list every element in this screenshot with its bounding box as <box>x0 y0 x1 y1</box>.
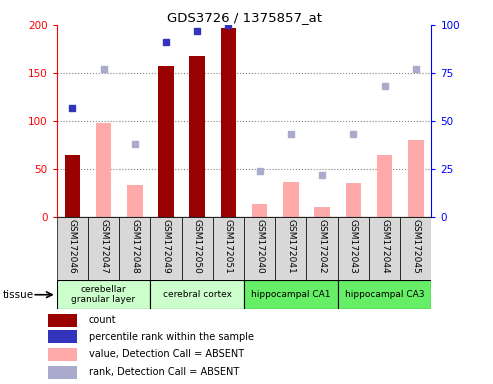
Bar <box>150 280 244 309</box>
Bar <box>377 155 392 217</box>
Bar <box>408 140 423 217</box>
Bar <box>283 182 299 217</box>
Text: GSM172040: GSM172040 <box>255 219 264 274</box>
Text: GSM172049: GSM172049 <box>162 219 171 274</box>
Text: tissue: tissue <box>2 290 34 300</box>
Bar <box>315 207 330 217</box>
Bar <box>48 314 77 327</box>
Text: hippocampal CA3: hippocampal CA3 <box>345 290 424 299</box>
Text: GSM172042: GSM172042 <box>317 219 326 273</box>
Bar <box>96 123 111 217</box>
Bar <box>189 56 205 217</box>
Text: GSM172050: GSM172050 <box>193 219 202 274</box>
Text: GSM172041: GSM172041 <box>286 219 295 274</box>
Bar <box>221 28 236 217</box>
Bar <box>244 280 338 309</box>
Bar <box>158 66 174 217</box>
Title: GDS3726 / 1375857_at: GDS3726 / 1375857_at <box>167 11 321 24</box>
Text: percentile rank within the sample: percentile rank within the sample <box>89 332 253 342</box>
Text: GSM172046: GSM172046 <box>68 219 77 274</box>
Bar <box>338 217 369 280</box>
Bar <box>119 217 150 280</box>
Text: GSM172047: GSM172047 <box>99 219 108 274</box>
Text: value, Detection Call = ABSENT: value, Detection Call = ABSENT <box>89 349 244 359</box>
Bar <box>307 217 338 280</box>
Bar <box>252 205 267 217</box>
Text: GSM172045: GSM172045 <box>411 219 420 274</box>
Text: cerebral cortex: cerebral cortex <box>163 290 232 299</box>
Bar <box>48 366 77 379</box>
Text: GSM172044: GSM172044 <box>380 219 389 273</box>
Text: count: count <box>89 315 116 325</box>
Bar <box>275 217 307 280</box>
Text: rank, Detection Call = ABSENT: rank, Detection Call = ABSENT <box>89 367 239 377</box>
Text: hippocampal CA1: hippocampal CA1 <box>251 290 331 299</box>
Bar <box>127 185 142 217</box>
Bar <box>181 217 213 280</box>
Bar <box>346 184 361 217</box>
Bar <box>213 217 244 280</box>
Bar <box>369 217 400 280</box>
Text: cerebellar
granular layer: cerebellar granular layer <box>71 285 136 305</box>
Bar <box>244 217 275 280</box>
Bar <box>338 280 431 309</box>
Text: GSM172043: GSM172043 <box>349 219 358 274</box>
Bar <box>65 155 80 217</box>
Bar <box>48 330 77 343</box>
Bar <box>400 217 431 280</box>
Bar <box>57 280 150 309</box>
Bar <box>48 348 77 361</box>
Text: GSM172051: GSM172051 <box>224 219 233 274</box>
Text: GSM172048: GSM172048 <box>130 219 139 274</box>
Bar <box>150 217 181 280</box>
Bar <box>57 217 88 280</box>
Bar <box>88 217 119 280</box>
